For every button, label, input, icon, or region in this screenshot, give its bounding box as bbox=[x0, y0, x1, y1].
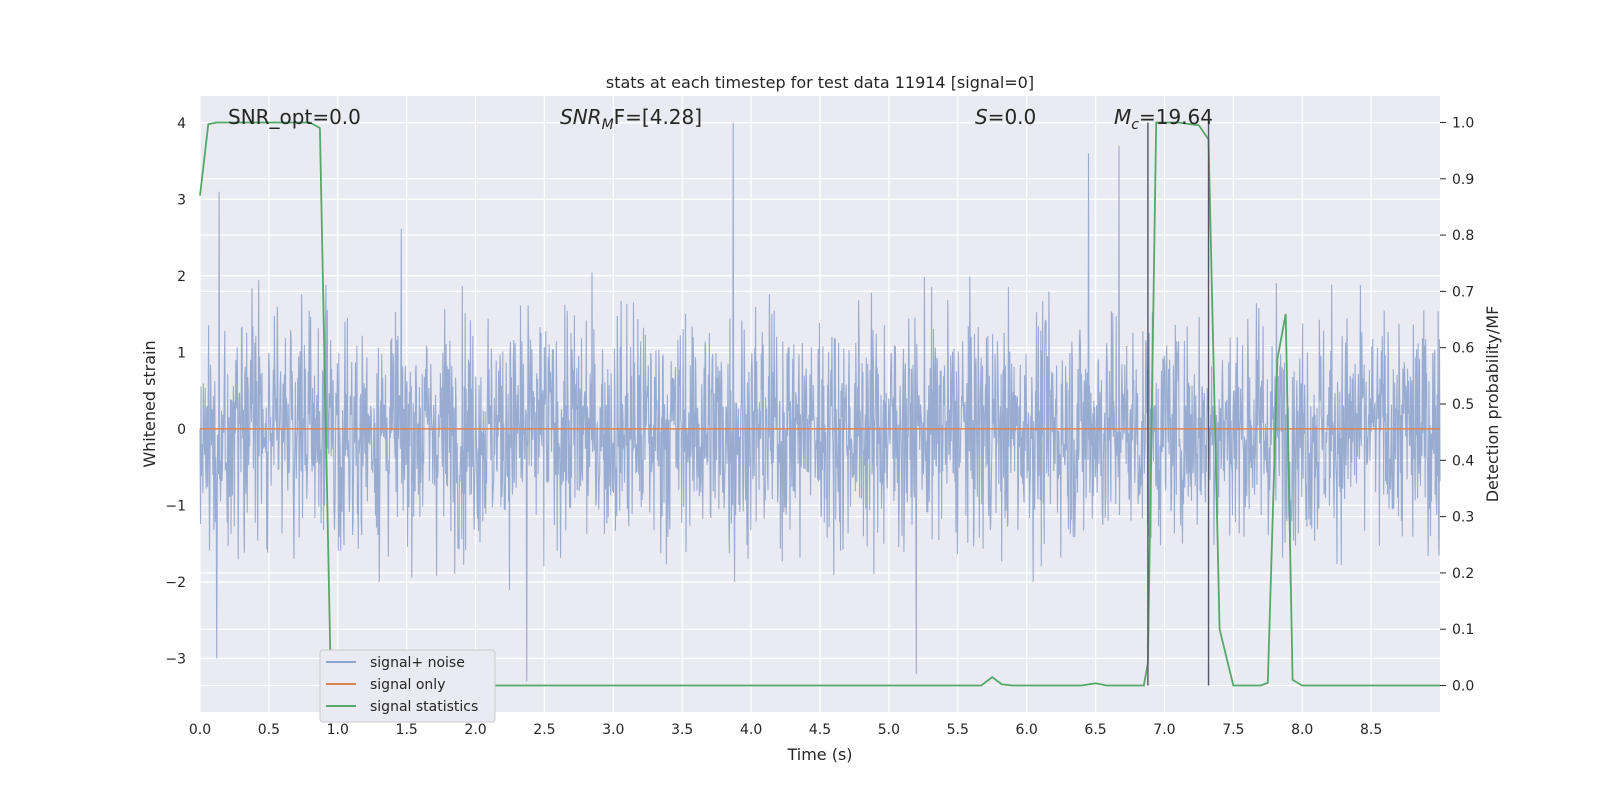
legend: signal+ noise signal only signal statist… bbox=[319, 649, 496, 723]
snr-mf-main: SNR bbox=[560, 105, 602, 129]
x-tick-label: 5.5 bbox=[947, 722, 969, 738]
x-tick-label: 8.0 bbox=[1291, 722, 1313, 738]
annotation-mc: Mc=19.64 bbox=[1114, 105, 1213, 133]
y-tick-label: 2 bbox=[177, 269, 186, 285]
x-tick-label: 6.0 bbox=[1016, 722, 1038, 738]
y2-tick-label: 0.5 bbox=[1452, 397, 1474, 413]
y2-tick-label: 0.7 bbox=[1452, 284, 1474, 300]
x-tick-label: 6.5 bbox=[1084, 722, 1106, 738]
annotation-snr-opt: SNR_opt=0.0 bbox=[228, 105, 361, 129]
y-tick-label: −1 bbox=[165, 498, 186, 514]
tick-labels: 0.0 0.5 1.0 1.5 2.0 2.5 3.0 3.5 4.0 4.5 5.0 5.5 6.0 6… bbox=[165, 115, 1474, 738]
x-tick-label: 4.0 bbox=[740, 722, 762, 738]
y2-tick-label: 1.0 bbox=[1452, 115, 1474, 131]
x-tick-label: 8.5 bbox=[1360, 722, 1382, 738]
y-tick-label: −2 bbox=[165, 575, 186, 591]
y2-tick-label: 0.8 bbox=[1452, 228, 1474, 244]
legend-box bbox=[319, 649, 496, 723]
x-tick-label: 4.5 bbox=[809, 722, 831, 738]
signal-noise-line bbox=[199, 122, 1441, 682]
annotation-s: S=0.0 bbox=[975, 105, 1036, 129]
x-tick-label: 0.0 bbox=[189, 722, 211, 738]
y2-axis-label: Detection probability/MF bbox=[1483, 306, 1502, 503]
legend-label-stats: signal statistics bbox=[370, 699, 478, 715]
y-tick-label: 1 bbox=[177, 345, 186, 361]
x-tick-label: 3.0 bbox=[602, 722, 624, 738]
annotation-snr-mf: SNRMF=[4.28] bbox=[560, 105, 702, 133]
y-tick-label: 4 bbox=[177, 116, 186, 132]
x-tick-label: 7.5 bbox=[1222, 722, 1244, 738]
x-tick-label: 2.5 bbox=[533, 722, 555, 738]
mc-sub: c bbox=[1131, 117, 1139, 133]
x-tick-label: 5.0 bbox=[878, 722, 900, 738]
signal-statistics-series bbox=[199, 121, 1440, 687]
chart-title: stats at each timestep for test data 119… bbox=[606, 73, 1034, 92]
x-tick-label: 2.0 bbox=[464, 722, 486, 738]
mc-main: M bbox=[1114, 105, 1131, 129]
y2-tick-label: 0.3 bbox=[1452, 510, 1474, 526]
legend-label-noise: signal+ noise bbox=[370, 655, 465, 671]
y2-tick-label: 0.9 bbox=[1452, 172, 1474, 188]
y-axis-label: Whitened strain bbox=[140, 340, 159, 467]
marker-lines bbox=[1147, 122, 1210, 686]
snr-mf-sub: M bbox=[602, 117, 614, 133]
y-tick-label: −3 bbox=[165, 651, 186, 667]
x-tick-label: 3.5 bbox=[671, 722, 693, 738]
x-tick-label: 7.0 bbox=[1153, 722, 1175, 738]
y2-tick-label: 0.1 bbox=[1452, 622, 1474, 638]
x-tick-label: 1.0 bbox=[327, 722, 349, 738]
mc-rest: =19.64 bbox=[1139, 105, 1213, 129]
signal-statistics-line bbox=[199, 121, 1440, 687]
x-axis-label: Time (s) bbox=[786, 745, 852, 764]
y2-tick-label: 0.2 bbox=[1452, 566, 1474, 582]
snr-mf-rest: F=[4.28] bbox=[614, 105, 702, 129]
y-tick-label: 3 bbox=[177, 192, 186, 208]
y-tick-label: 0 bbox=[177, 422, 186, 438]
y2-tick-label: 0.0 bbox=[1452, 679, 1474, 695]
y2-tick-label: 0.6 bbox=[1452, 341, 1474, 357]
s-main: S bbox=[975, 105, 988, 129]
x-tick-label: 0.5 bbox=[258, 722, 280, 738]
y2-tick-label: 0.4 bbox=[1452, 453, 1474, 469]
legend-label-signal: signal only bbox=[370, 677, 445, 693]
s-rest: =0.0 bbox=[988, 105, 1037, 129]
x-tick-label: 1.5 bbox=[396, 722, 418, 738]
signal-noise-series bbox=[199, 122, 1441, 682]
